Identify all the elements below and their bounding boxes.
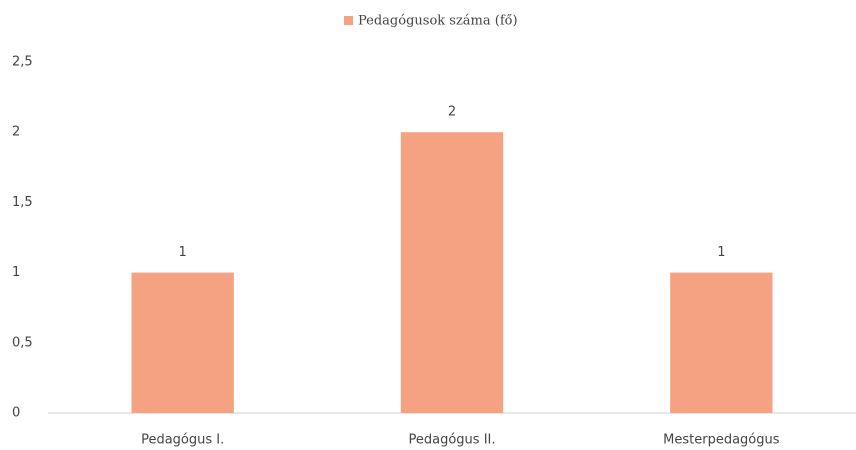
y-tick-label: 1,5 — [12, 195, 33, 210]
x-tick-label: Mesterpedagógus — [663, 433, 780, 448]
x-tick-label: Pedagógus II. — [409, 433, 496, 448]
data-label: 2 — [448, 105, 456, 120]
legend-swatch — [344, 16, 353, 25]
y-tick-label: 1 — [12, 265, 20, 280]
legend-label: Pedagógusok száma (fő) — [358, 14, 518, 29]
data-label: 1 — [179, 245, 187, 260]
bar — [131, 272, 234, 413]
y-tick-label: 2,5 — [12, 55, 33, 70]
data-label: 1 — [717, 245, 725, 260]
y-tick-label: 2 — [12, 125, 20, 140]
y-tick-label: 0 — [12, 406, 20, 421]
bar — [670, 272, 773, 413]
y-tick-label: 0,5 — [12, 335, 33, 350]
bar — [400, 132, 504, 413]
x-tick-label: Pedagógus I. — [141, 433, 224, 448]
